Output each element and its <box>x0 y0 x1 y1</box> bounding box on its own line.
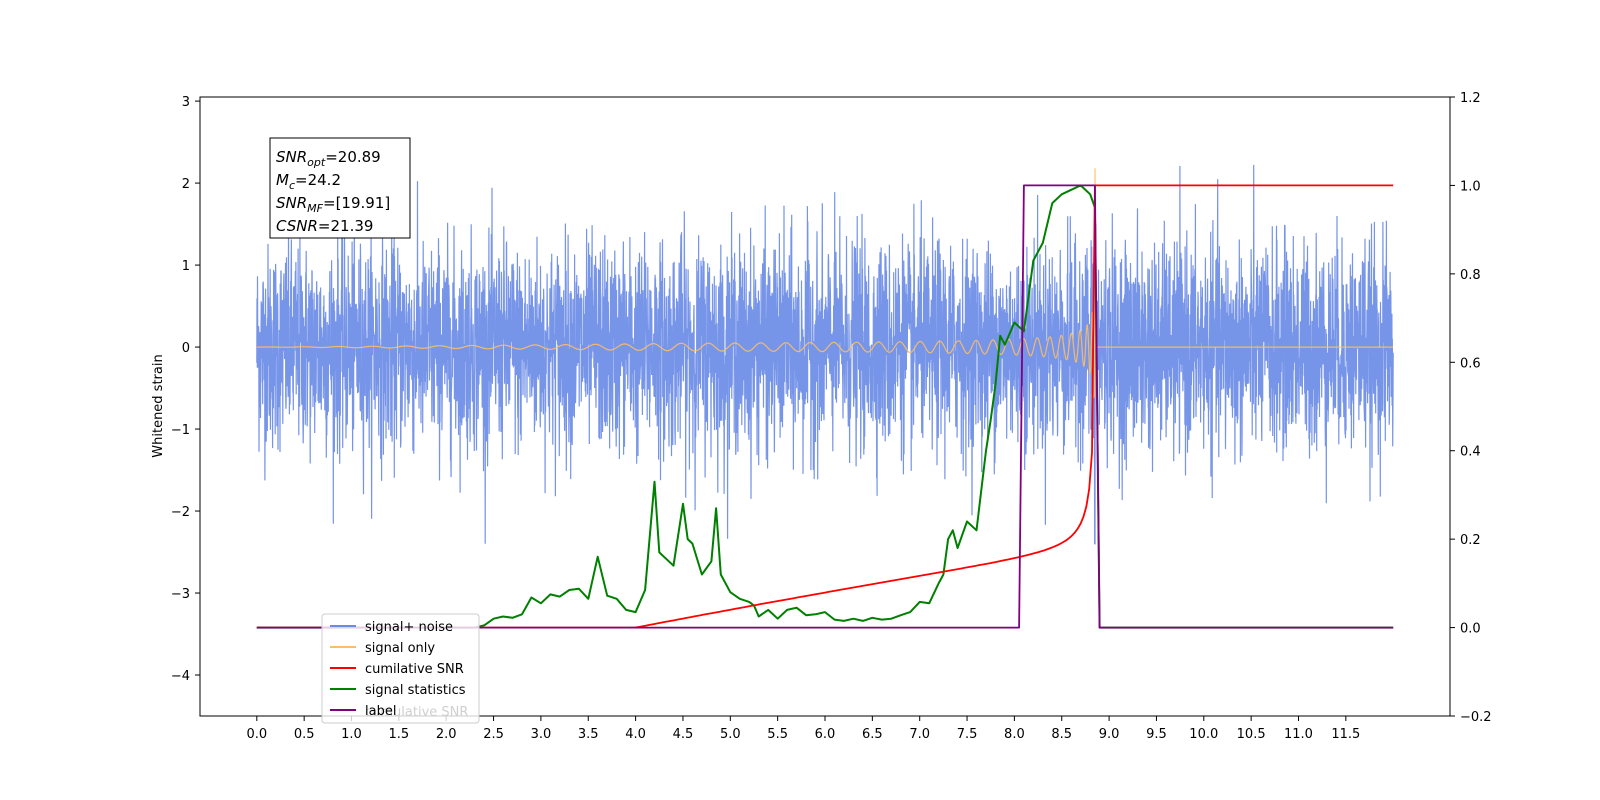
info-subscript: MF <box>307 202 323 215</box>
info-value: =20.89 <box>325 148 381 166</box>
x-tick-label: 5.5 <box>767 727 788 742</box>
x-tick-label: 7.5 <box>957 727 978 742</box>
series-signal-statistics-line <box>256 184 1394 629</box>
info-symbol: M <box>276 171 289 189</box>
x-tick-label: 3.5 <box>578 727 599 742</box>
y-left-tick-label: −3 <box>171 587 190 602</box>
y-left-tick-label: −4 <box>171 669 190 684</box>
x-tick-label: 8.0 <box>1004 727 1025 742</box>
x-tick-label: 9.5 <box>1146 727 1167 742</box>
info-line: Mc=24.2 <box>276 171 341 192</box>
info-line: CSNR=21.39 <box>276 217 373 235</box>
x-tick-label: 0.0 <box>246 727 267 742</box>
x-tick-label: 11.5 <box>1331 727 1360 742</box>
legend-label: signal+ noise <box>365 620 453 635</box>
x-tick-label: 2.5 <box>483 727 504 742</box>
series-label-line <box>256 184 1394 629</box>
series-layer <box>256 164 1394 629</box>
y-axis-right: 1.2 1.0 0.8 0.6 0.4 0.2 0.0 −0.2 <box>1450 91 1492 725</box>
x-tick-label: 8.5 <box>1051 727 1072 742</box>
legend-frame <box>321 613 480 724</box>
y-right-tick-label: 0.6 <box>1460 356 1481 371</box>
info-symbol: CSNR <box>276 217 318 235</box>
series-signal-noise-line <box>256 164 1394 545</box>
y-right-tick-label: 1.2 <box>1460 91 1481 106</box>
info-subscript: opt <box>307 156 326 169</box>
legend-label: signal statistics <box>365 683 466 698</box>
y-right-tick-label: −0.2 <box>1460 710 1492 725</box>
y-right-tick-label: 0.4 <box>1460 445 1481 460</box>
info-subscript: c <box>289 179 295 192</box>
y-right-tick-label: 0.0 <box>1460 622 1481 637</box>
x-tick-label: 9.0 <box>1099 727 1120 742</box>
x-tick-label: 7.0 <box>909 727 930 742</box>
y-left-tick-label: 2 <box>182 177 190 192</box>
info-value: =24.2 <box>295 171 341 189</box>
y-left-tick-label: 3 <box>182 95 190 110</box>
info-symbol: SNR <box>276 194 307 212</box>
x-tick-label: 0.5 <box>294 727 315 742</box>
y-right-tick-label: 1.0 <box>1460 179 1481 194</box>
info-symbol: SNR <box>276 148 307 166</box>
x-axis: 0.0 0.5 1.0 1.5 2.0 2.5 3.0 3.5 4.0 4.5 5.0 5.5 6.0 6… <box>246 716 1360 742</box>
info-line: SNRMF=[19.91] <box>276 194 390 215</box>
y-right-tick-label: 0.8 <box>1460 268 1481 283</box>
x-tick-label: 10.0 <box>1189 727 1218 742</box>
info-line: SNRopt=20.89 <box>276 148 381 169</box>
info-value: =21.39 <box>318 217 374 235</box>
legend-label: cumilative SNR <box>365 662 464 677</box>
x-tick-label: 1.5 <box>389 727 410 742</box>
x-tick-label: 6.5 <box>862 727 883 742</box>
y-axis-label: Whitened strain <box>151 354 166 457</box>
legend-label: signal only <box>365 641 435 656</box>
y-left-tick-label: 0 <box>182 341 190 356</box>
series-cumilative-snr-line <box>256 184 1394 629</box>
x-tick-label: 4.0 <box>625 727 646 742</box>
y-left-tick-label: −2 <box>171 505 190 520</box>
x-tick-label: 1.0 <box>341 727 362 742</box>
x-tick-label: 4.5 <box>673 727 694 742</box>
legend-label: label <box>365 704 396 719</box>
x-tick-label: 11.0 <box>1284 727 1313 742</box>
x-tick-label: 3.0 <box>531 727 552 742</box>
y-right-tick-label: 0.2 <box>1460 533 1481 548</box>
y-axis-left: 3 2 1 0 −1 −2 −3 −4 <box>171 95 200 684</box>
info-box: SNRopt=20.89Mc=24.2SNRMF=[19.91]CSNR=21.… <box>269 137 411 239</box>
x-tick-label: 2.0 <box>436 727 457 742</box>
y-left-tick-label: 1 <box>182 259 190 274</box>
x-tick-label: 10.5 <box>1237 727 1266 742</box>
info-value: =[19.91] <box>323 194 390 212</box>
series-signal-only-line <box>256 168 1394 399</box>
x-tick-label: 5.0 <box>720 727 741 742</box>
legend: cumulative SNR signal+ noise signal only cu… <box>321 613 480 724</box>
info-box-frame <box>269 137 411 239</box>
x-tick-label: 6.0 <box>815 727 836 742</box>
legend-ghost-text: cumulative SNR <box>365 705 468 720</box>
y-left-tick-label: −1 <box>171 423 190 438</box>
